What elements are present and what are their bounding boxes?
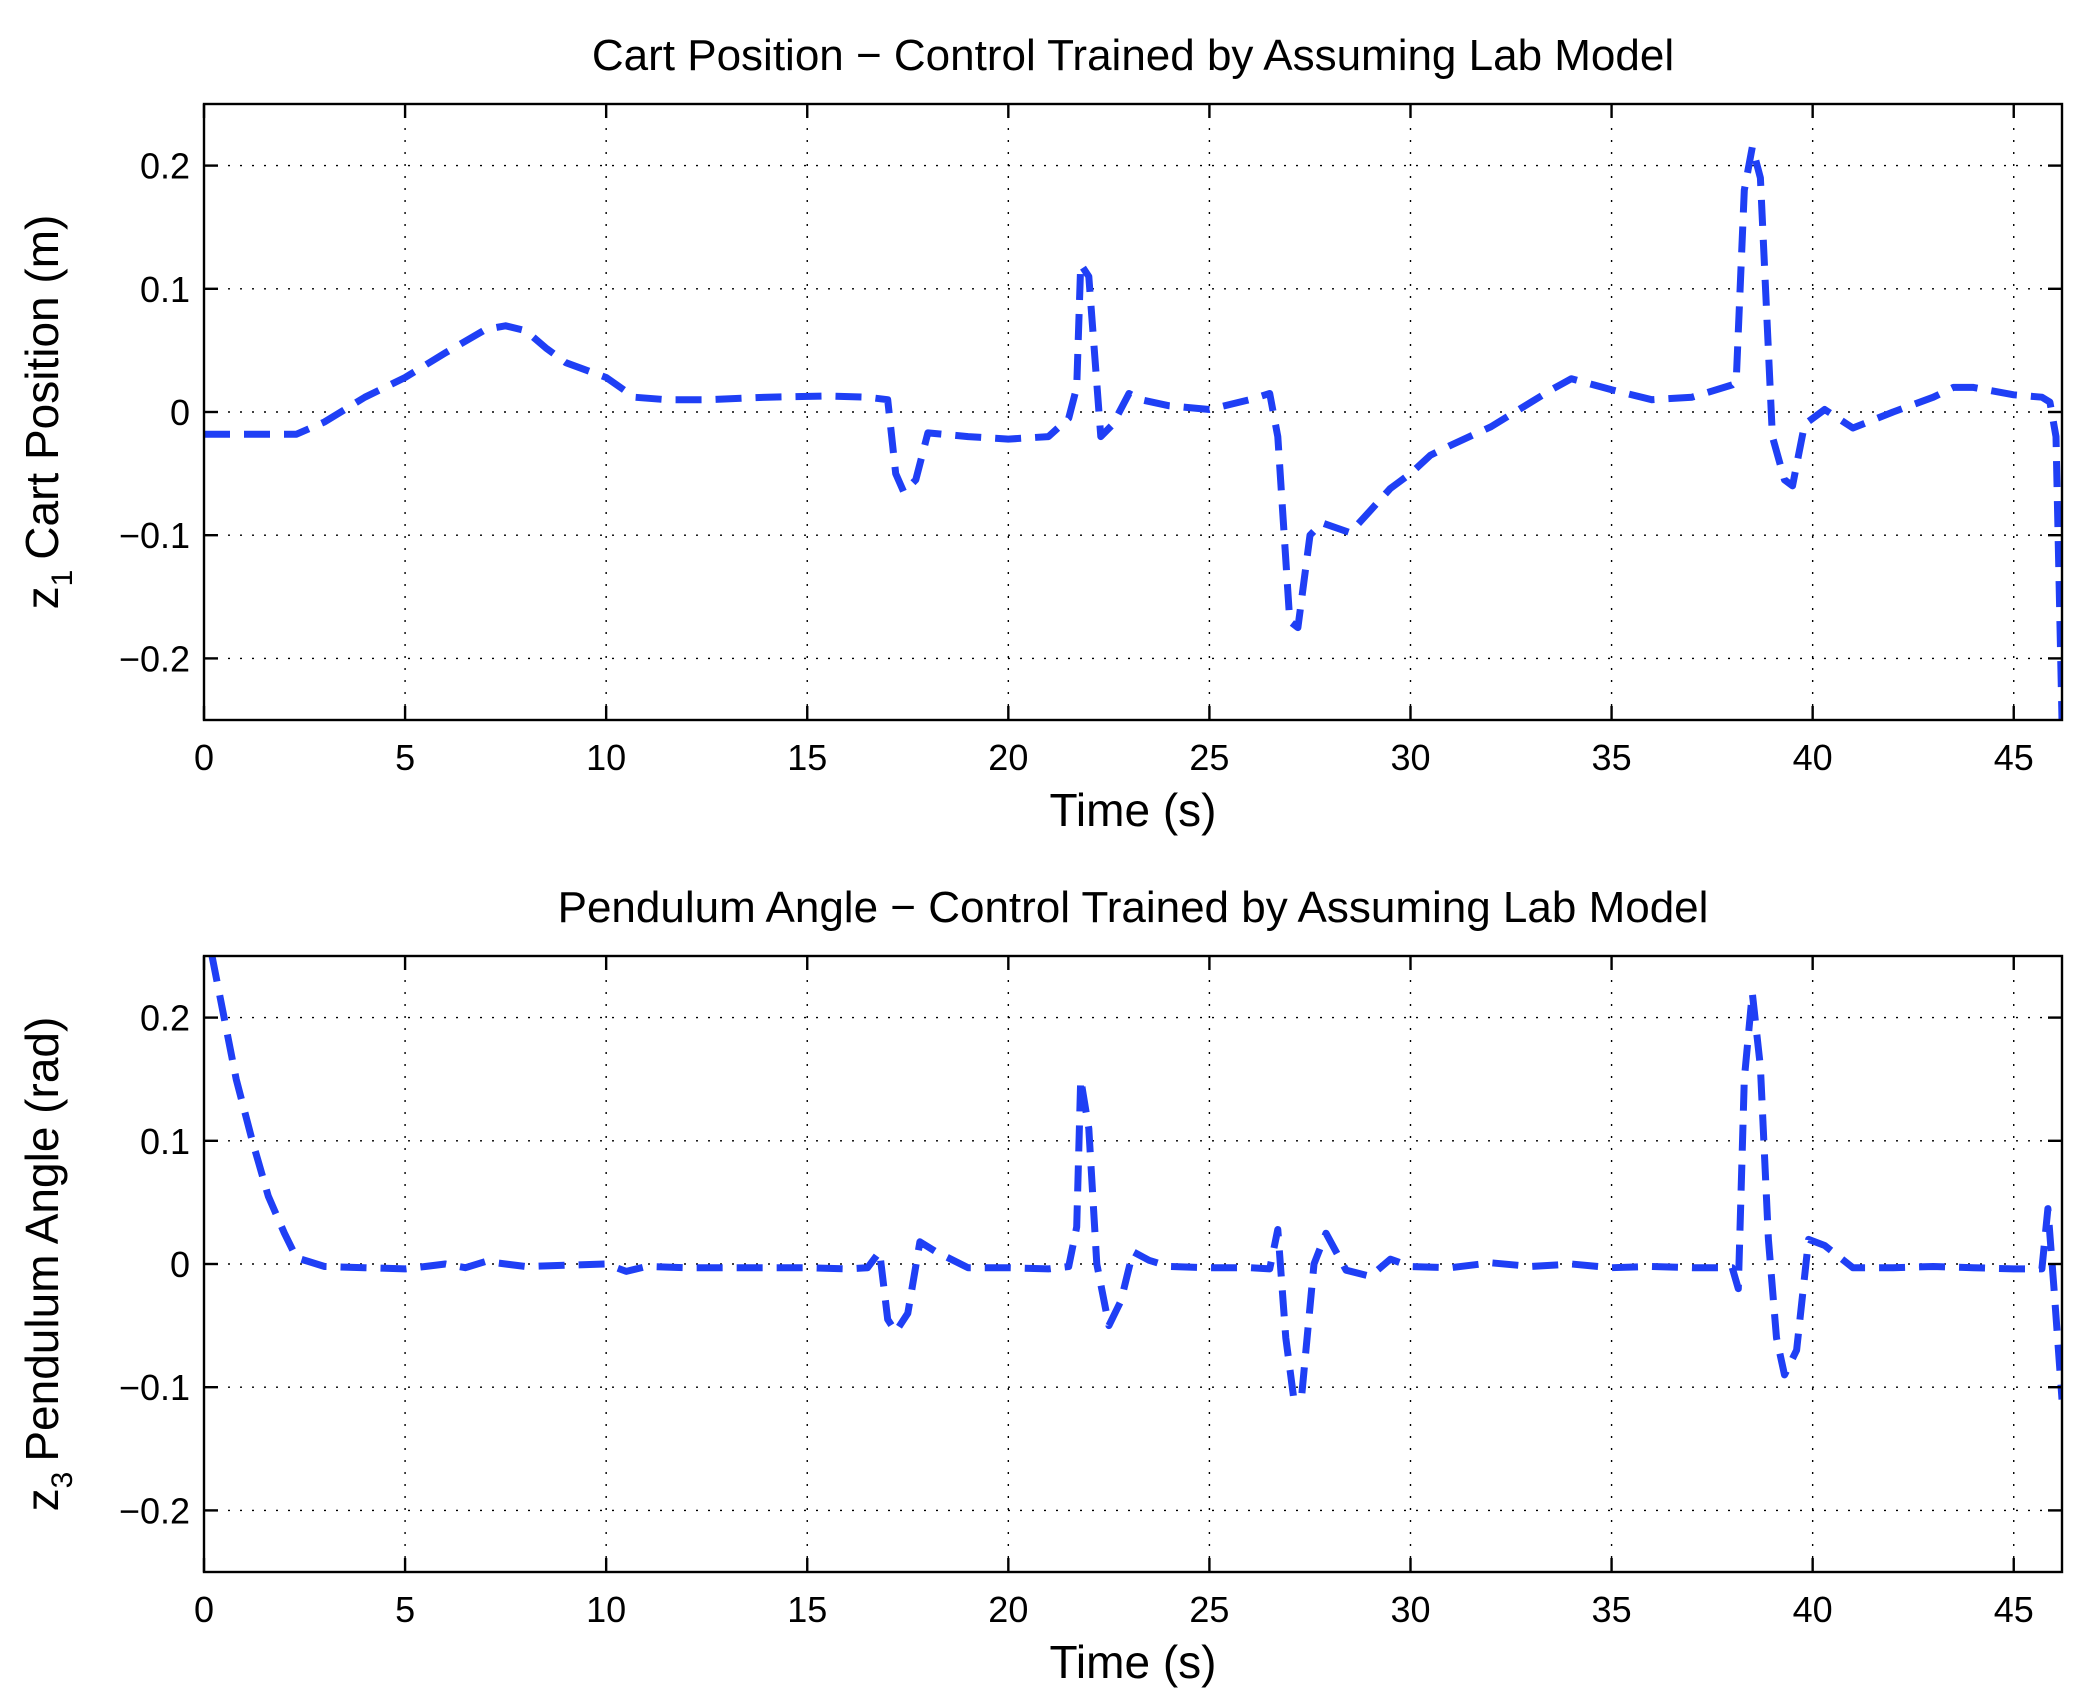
y-axis-label-var: z	[16, 586, 68, 609]
y-tick-label: 0.1	[140, 269, 190, 310]
x-tick-label: 35	[1592, 737, 1632, 778]
x-axis-label: Time (s)	[1050, 1636, 1217, 1688]
y-axis-label-subscript: 1	[46, 570, 79, 587]
y-tick-label: 0	[170, 392, 190, 433]
x-tick-label: 45	[1994, 1589, 2034, 1630]
x-tick-label: 5	[395, 737, 415, 778]
x-tick-label: 45	[1994, 737, 2034, 778]
y-tick-label: −0.2	[119, 638, 190, 679]
x-tick-label: 15	[787, 737, 827, 778]
series-line-z1	[204, 143, 2062, 720]
y-tick-label: 0.2	[140, 146, 190, 187]
chart-1: 0 5 10 15 20 25 30 35 40 45 0.2 0.1 0 −0.1 −0.2 Cart Po…	[16, 31, 2064, 836]
y-axis-label: z1 Cart Position (m)	[16, 215, 79, 610]
x-tick-label: 40	[1793, 737, 1833, 778]
x-tick-label: 30	[1390, 737, 1430, 778]
x-tick-label: 25	[1189, 1589, 1229, 1630]
y-axis-label-subscript: 3	[46, 1472, 79, 1489]
x-tick-label: 35	[1592, 1589, 1632, 1630]
plot-frame	[202, 102, 2064, 722]
y-axis-label: z3 Pendulum Angle (rad)	[16, 1017, 79, 1512]
y-tick-label: 0.1	[140, 1121, 190, 1162]
chart-title: Pendulum Angle − Control Trained by Assu…	[558, 883, 1709, 932]
x-tick-label: 25	[1189, 737, 1229, 778]
x-axis-label: Time (s)	[1050, 784, 1217, 836]
chart-title: Cart Position − Control Trained by Assum…	[592, 31, 1674, 80]
x-tick-label: 0	[194, 1589, 214, 1630]
y-axis-label-text: Pendulum Angle (rad)	[16, 1017, 68, 1462]
y-tick-label: 0	[170, 1244, 190, 1285]
x-tick-label: 30	[1390, 1589, 1430, 1630]
y-tick-label: −0.1	[119, 1367, 190, 1408]
x-tick-label: 10	[586, 1589, 626, 1630]
x-tick-label: 20	[988, 737, 1028, 778]
y-axis-label-text: Cart Position (m)	[16, 215, 68, 560]
y-axis-label-var: z	[16, 1488, 68, 1511]
series-line-z3	[208, 956, 2062, 1403]
x-tick-label: 40	[1793, 1589, 1833, 1630]
y-tick-label: −0.1	[119, 515, 190, 556]
x-tick-label: 5	[395, 1589, 415, 1630]
y-tick-label: −0.2	[119, 1490, 190, 1531]
x-tick-label: 20	[988, 1589, 1028, 1630]
x-tick-label: 10	[586, 737, 626, 778]
chart-2: 0 5 10 15 20 25 30 35 40 45 0.2 0.1 0 −0.1 −0.2 Pendulu…	[16, 883, 2064, 1688]
y-tick-label: 0.2	[140, 998, 190, 1039]
x-tick-label: 0	[194, 737, 214, 778]
x-tick-label: 15	[787, 1589, 827, 1630]
